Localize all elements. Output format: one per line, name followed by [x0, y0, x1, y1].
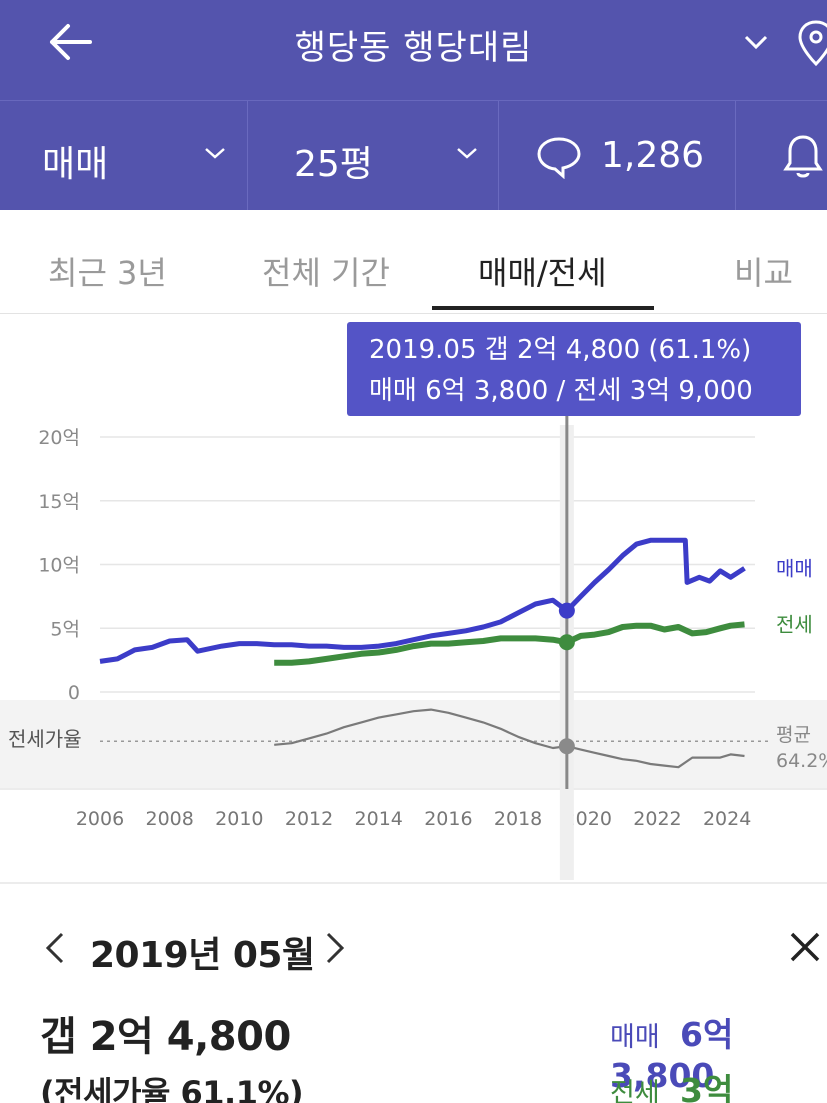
deal-type-label: 매매: [42, 144, 109, 185]
tooltip-line-2: 매매 6억 3,800 / 전세 3억 9,000: [369, 376, 753, 406]
sale-price-label: 매매: [610, 1022, 660, 1053]
notification-button[interactable]: [736, 101, 827, 211]
jeonse-price-value: 3억 9,000: [680, 1071, 734, 1103]
x-tick-label: 2018: [494, 808, 542, 830]
chevron-right-icon[interactable]: [320, 930, 350, 966]
divider: [247, 101, 248, 211]
chevron-down-icon[interactable]: [738, 28, 774, 56]
active-tab-indicator: [432, 306, 654, 310]
x-tick-label: 2010: [215, 808, 263, 830]
y-tick-label: 10억: [38, 555, 80, 577]
jeonse-series-label: 전세: [776, 612, 813, 636]
y-tick-label: 15억: [38, 491, 80, 513]
chevron-down-icon: [457, 148, 477, 159]
sale-selected-point: [558, 602, 575, 619]
comments-button[interactable]: 1,286: [499, 101, 735, 211]
detail-panel: 2019년 05월 갭 2억 4,800 (전세가율 61.1%) 매매 6억 3…: [0, 884, 827, 1103]
arrow-left-icon: [50, 24, 92, 60]
y-tick-label: 20억: [38, 427, 80, 449]
speech-bubble-icon: [537, 137, 581, 179]
size-label: 25평: [294, 144, 373, 185]
tab-compare[interactable]: 비교: [734, 254, 793, 292]
ratio-axis-label: 전세가율: [8, 727, 82, 751]
x-tick-label: 2014: [355, 808, 403, 830]
comment-count: 1,286: [601, 135, 705, 176]
x-tick-label: 2006: [76, 808, 124, 830]
sale-price-row: 매매 6억 3,800: [610, 1008, 827, 1095]
sale-price-line: [99, 537, 746, 664]
jeonse-price-label: 전세: [610, 1078, 660, 1103]
x-tick-label: 2024: [703, 808, 751, 830]
jeonse-ratio: (전세가율 61.1%): [40, 1074, 304, 1103]
y-tick-label: 5억: [50, 618, 80, 640]
filter-bar: 매매 25평 1,286: [0, 100, 827, 211]
tab-all-period[interactable]: 전체 기간: [262, 254, 390, 292]
price-chart-svg[interactable]: 20억 15억 10억 5억 0 전세가율 평균 64.2% 2006 2008 2010 2012 2…: [0, 315, 827, 883]
y-tick-label: 0: [68, 682, 80, 704]
divider: [735, 101, 736, 211]
period-tabs: 최근 3년 전체 기간 매매/전세 비교: [0, 210, 827, 314]
chevron-left-icon[interactable]: [40, 930, 70, 966]
x-tick-label: 2022: [633, 808, 681, 830]
divider: [498, 101, 499, 211]
price-chart[interactable]: 20억 15억 10억 5억 0 전세가율 평균 64.2% 2006 2008 2010 2012 2…: [0, 315, 827, 883]
map-pin-icon[interactable]: [796, 18, 827, 70]
average-value-label: 64.2%: [776, 750, 827, 772]
tab-sale-jeonse[interactable]: 매매/전세: [478, 254, 607, 292]
average-label: 평균: [776, 724, 811, 746]
chart-tooltip: 2019.05 갭 2억 4,800 (61.1%) 매매 6억 3,800 /…: [347, 322, 801, 416]
jeonse-ratio-line: [274, 708, 745, 769]
tooltip-line-1: 2019.05 갭 2억 4,800 (61.1%): [369, 335, 752, 365]
size-select[interactable]: 25평: [248, 101, 498, 211]
back-button[interactable]: [40, 18, 104, 66]
app-header: 행당동 행당대림: [0, 0, 827, 100]
section-divider: [0, 882, 827, 884]
close-icon[interactable]: [786, 928, 824, 966]
x-tick-label: 2016: [424, 808, 472, 830]
gap-amount: 갭 2억 4,800: [40, 1014, 291, 1060]
ratio-band-bg: [0, 700, 827, 788]
sale-price-value: 6억 3,800: [610, 1015, 734, 1095]
x-tick-label: 2008: [146, 808, 194, 830]
chevron-down-icon: [205, 148, 225, 159]
jeonse-price-row: 전세 3억 9,000: [610, 1064, 827, 1103]
tab-recent-3-years[interactable]: 최근 3년: [48, 254, 167, 292]
deal-type-select[interactable]: 매매: [0, 101, 247, 211]
sale-series-label: 매매: [776, 556, 813, 580]
bell-icon: [783, 135, 823, 178]
x-tick-label: 2020: [564, 808, 612, 830]
selected-month: 2019년 05월: [90, 935, 315, 976]
x-tick-label: 2012: [285, 808, 333, 830]
jeonse-price-line: [274, 621, 745, 666]
jeonse-selected-point: [558, 634, 575, 651]
ratio-selected-point: [558, 738, 575, 755]
page-title[interactable]: 행당동 행당대림: [294, 28, 533, 68]
